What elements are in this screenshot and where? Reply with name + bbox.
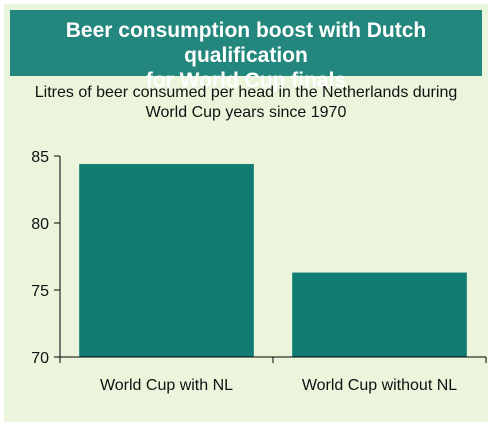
title-line-1: Beer consumption boost with Dutch qualif… <box>65 19 427 67</box>
bar <box>79 164 254 357</box>
y-tick-label: 75 <box>31 283 49 300</box>
title-banner: Beer consumption boost with Dutch qualif… <box>10 10 482 92</box>
chart-frame: Beer consumption boost with Dutch qualif… <box>4 4 488 422</box>
chart-subtitle: Litres of beer consumed per head in the … <box>4 83 488 123</box>
title-line-2: for World Cup finals <box>145 69 347 92</box>
y-tick-label: 85 <box>31 149 49 166</box>
subtitle-line-1: Litres of beer consumed per head in the … <box>34 84 458 101</box>
x-category-label: World Cup without NL <box>302 377 457 394</box>
x-axis: World Cup with NL World Cup without NL <box>59 356 487 394</box>
y-tick-label: 70 <box>31 350 49 367</box>
y-axis: 70 75 80 85 <box>31 149 61 367</box>
bar <box>292 272 467 357</box>
y-tick-label: 80 <box>31 216 49 233</box>
bars <box>79 164 467 357</box>
x-category-label: World Cup with NL <box>100 377 233 394</box>
subtitle-line-2: World Cup years since 1970 <box>145 104 347 121</box>
